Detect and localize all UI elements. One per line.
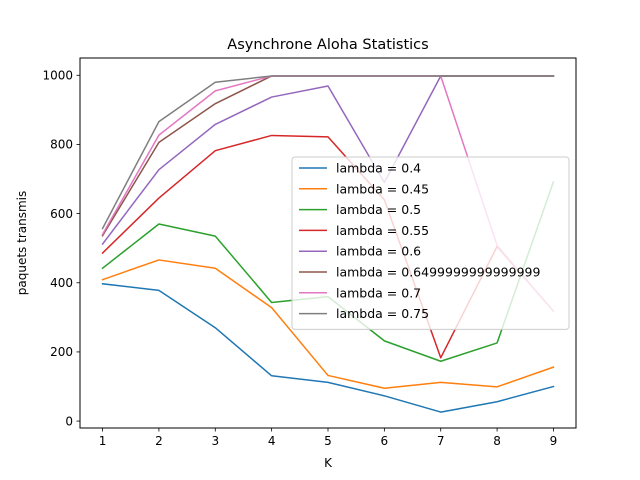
legend-label: lambda = 0.4 [336,161,421,176]
x-tick-label: 8 [493,434,501,448]
legend-label: lambda = 0.75 [336,306,429,321]
series-line [101,282,555,413]
y-axis: 0 200 400 600 800 1000 [42,69,80,428]
legend-label: lambda = 0.45 [336,181,429,196]
legend-box [291,156,570,330]
series-line [101,75,555,230]
legend-label: lambda = 0.55 [336,223,429,238]
chart-title: Asynchrone Aloha Statistics [227,37,428,53]
x-tick-label: 7 [437,434,445,448]
legend-label: lambda = 0.7 [336,285,421,300]
legend: lambda = 0.4 lambda = 0.45 lambda = 0.5 lam… [291,156,570,330]
legend-label: lambda = 0.6 [336,244,421,259]
y-tick-label: 800 [50,138,73,152]
x-tick-label: 5 [324,434,332,448]
x-tick-label: 3 [211,434,219,448]
series-line [101,259,555,389]
legend-label: lambda = 0.5 [336,202,421,217]
x-axis-label: K [324,456,333,470]
y-tick-label: 200 [50,345,73,359]
x-tick-label: 6 [381,434,389,448]
x-axis: 1 2 3 4 5 6 7 8 9 [99,428,558,448]
x-tick-label: 9 [550,434,558,448]
x-tick-label: 4 [268,434,276,448]
y-tick-label: 600 [50,207,73,221]
x-tick-label: 1 [99,434,107,448]
y-tick-label: 0 [65,414,73,428]
y-tick-label: 400 [50,276,73,290]
y-axis-label: paquets transmis [15,191,29,295]
legend-label: lambda = 0.6499999999999999 [336,265,540,280]
y-tick-label: 1000 [42,69,73,83]
x-tick-label: 2 [155,434,163,448]
